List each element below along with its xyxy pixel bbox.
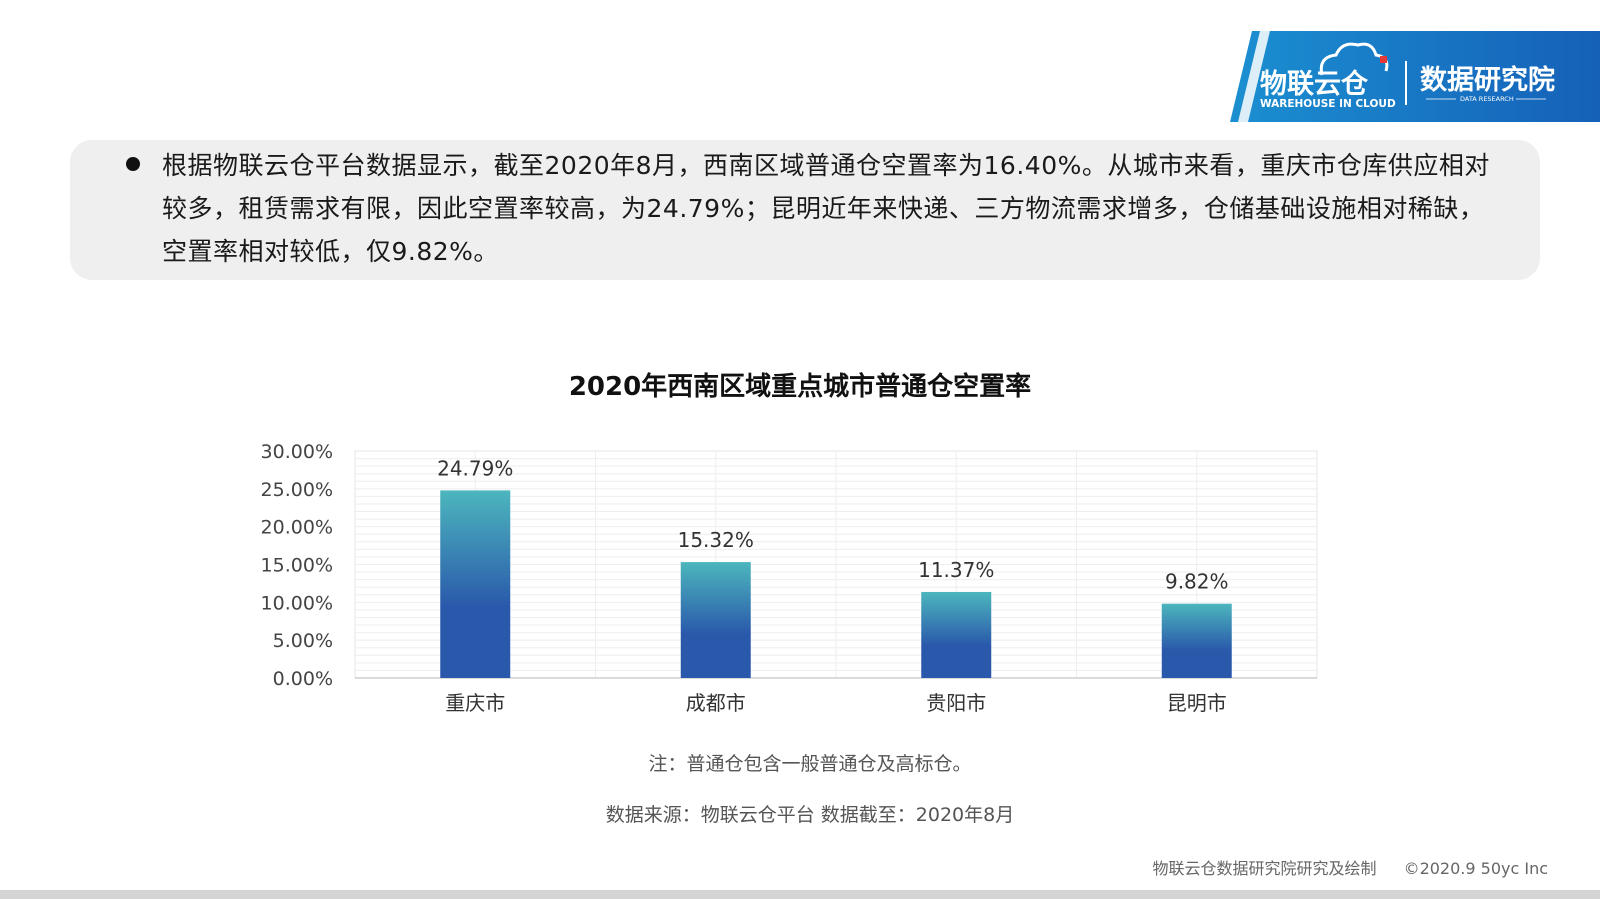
data-label: 9.82% [1165,570,1229,594]
x-tick-label: 重庆市 [445,691,505,715]
y-tick-label: 5.00% [273,630,333,652]
bullet-icon [126,157,140,171]
logo-name-en: WAREHOUSE IN CLOUD [1260,98,1396,110]
summary-text: 根据物联云仓平台数据显示，截至2020年8月，西南区域普通仓空置率为16.40%… [162,151,1490,266]
y-tick-label: 0.00% [273,668,333,690]
x-tick-label: 成都市 [686,691,746,715]
bar [680,562,751,678]
chart-note: 注：普通仓包含一般普通仓及高标仓。 [648,753,972,775]
y-tick-label: 10.00% [261,592,333,614]
bottom-bar [0,890,1600,899]
footer-credit: 物联云仓数据研究院研究及绘制 [1152,859,1377,878]
footer-copyright: ©2020.9 50yc Inc [1403,859,1548,878]
logo-dept-en: DATA RESEARCH [1460,95,1514,103]
logo-name-cn: 物联云仓 [1260,69,1369,100]
logo-dept-cn: 数据研究院 [1420,64,1555,96]
bar [921,591,992,678]
x-tick-label: 昆明市 [1167,691,1227,715]
y-tick-label: 15.00% [261,555,333,577]
data-source: 数据来源：物联云仓平台 数据截至：2020年8月 [605,804,1015,826]
x-tick-label: 贵阳市 [926,691,986,715]
data-label: 11.37% [918,558,994,582]
bar [1161,603,1232,678]
data-label: 15.32% [678,528,754,552]
brand-logo: 物联云仓 WAREHOUSE IN CLOUD 数据研究院 DATA RESEA… [1230,31,1600,122]
y-tick-label: 20.00% [261,517,333,539]
summary-box: 根据物联云仓平台数据显示，截至2020年8月，西南区域普通仓空置率为16.40%… [70,140,1540,280]
footer: 物联云仓数据研究院研究及绘制 ©2020.9 50yc Inc [1152,855,1548,879]
y-tick-label: 30.00% [261,441,333,463]
chart-title: 2020年西南区域重点城市普通仓空置率 [568,372,1032,402]
bar [440,490,511,678]
logo-red-square [1380,56,1387,63]
y-tick-label: 25.00% [261,479,333,501]
data-label: 24.79% [437,456,513,480]
